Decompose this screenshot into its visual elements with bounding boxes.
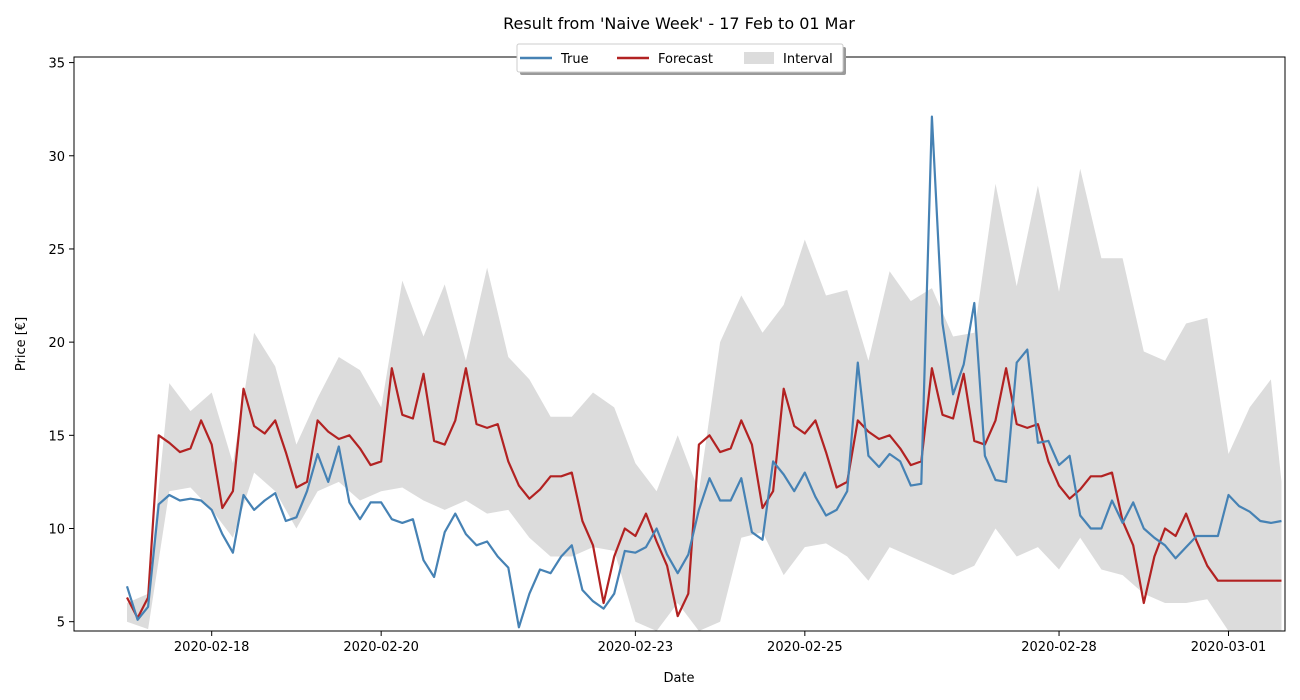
y-tick-label: 25 [48, 243, 65, 258]
true-line [125, 115, 1282, 629]
x-tick-label: 2020-02-18 [174, 640, 250, 655]
y-tick-label: 10 [48, 523, 65, 538]
y-axis: 5 10 15 20 25 30 35 [48, 57, 74, 631]
x-tick-label: 2020-02-23 [598, 640, 674, 655]
chart-title: Result from 'Naive Week' - 17 Feb to 01 … [503, 14, 855, 33]
interval-band [127, 168, 1282, 632]
legend-true-label: True [560, 52, 589, 67]
y-tick-label: 35 [48, 57, 65, 72]
y-tick-label: 20 [48, 336, 65, 351]
y-axis-label: Price [€] [14, 317, 29, 371]
x-axis: 2020-02-18 2020-02-20 2020-02-23 2020-02-25… [174, 631, 1266, 655]
y-tick-label: 30 [48, 150, 65, 165]
x-tick-label: 2020-02-25 [767, 640, 843, 655]
legend-box [516, 43, 844, 73]
x-tick-label: 2020-02-20 [343, 640, 419, 655]
x-tick-label: 2020-02-28 [1021, 640, 1097, 655]
legend-interval-label: Interval [783, 52, 833, 67]
forecast-line [126, 367, 1282, 620]
x-axis-label: Date [663, 671, 694, 686]
legend: True Forecast Interval [516, 43, 846, 75]
forecast-layer [126, 367, 1282, 620]
legend-forecast-label: Forecast [658, 52, 713, 67]
legend-interval-swatch [744, 52, 774, 64]
y-tick-label: 15 [48, 429, 65, 444]
y-tick-label: 5 [57, 616, 65, 631]
plot-area [125, 115, 1282, 632]
true-layer [125, 115, 1282, 629]
x-tick-label: 2020-03-01 [1191, 640, 1267, 655]
interval-layer [127, 168, 1282, 632]
